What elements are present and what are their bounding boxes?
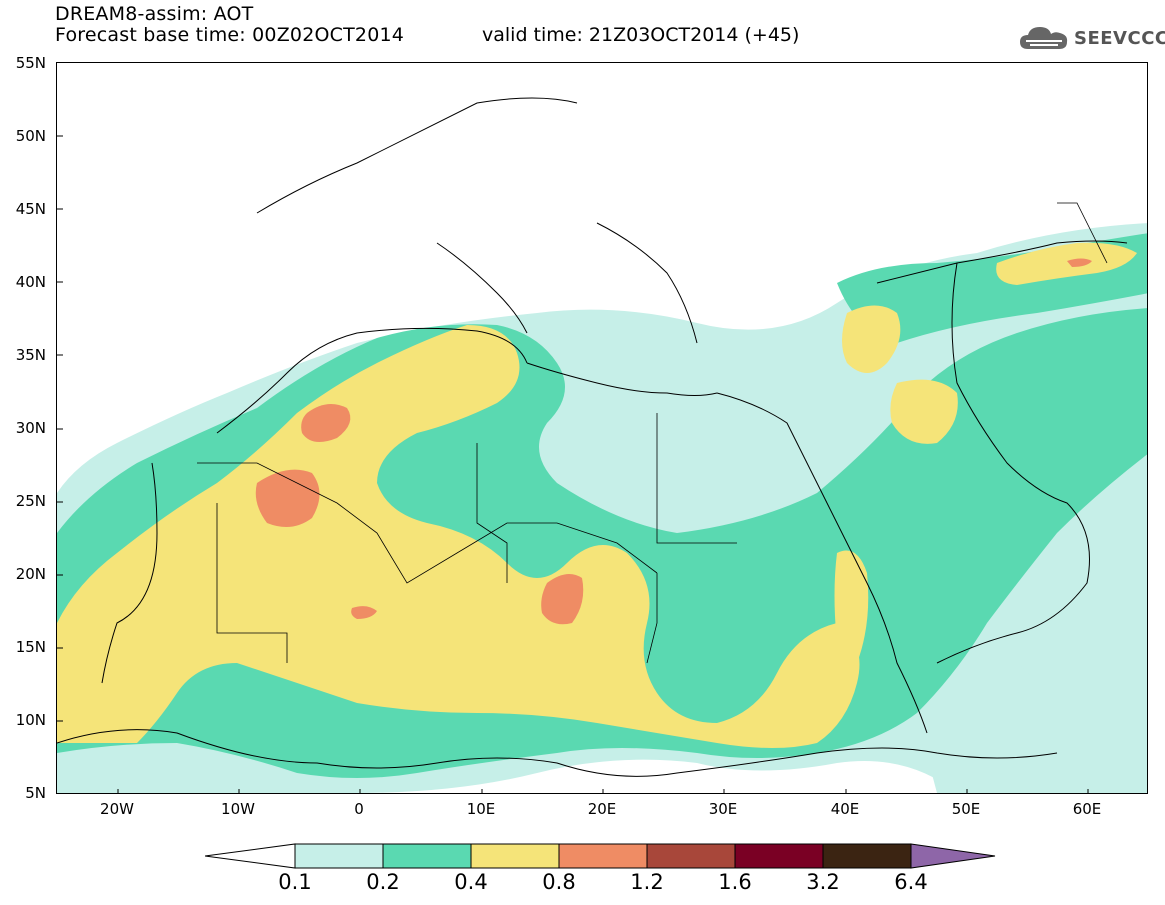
graticule-ticks — [57, 135, 1089, 793]
colorbar-bin — [470, 843, 560, 869]
lat-label: 45N — [15, 200, 46, 218]
lon-label: 20W — [100, 800, 134, 818]
lon-label: 30E — [708, 800, 738, 818]
colorbar-bin — [294, 843, 384, 869]
lat-label: 15N — [15, 638, 46, 656]
aot-contour-0-8 — [255, 258, 1092, 625]
colorbar-tick: 6.4 — [894, 870, 928, 894]
map-canvas — [57, 97, 1147, 793]
lon-label: 40E — [830, 800, 860, 818]
valid-time: valid time: 21Z03OCT2014 (+45) — [482, 24, 800, 46]
colorbar-tick: 0.2 — [366, 870, 400, 894]
product-title: DREAM8-assim: AOT — [55, 3, 254, 25]
lon-label: 50E — [951, 800, 981, 818]
map-header: DREAM8-assim: AOT Forecast base time: 00… — [55, 4, 404, 46]
colorbar-bin — [734, 843, 824, 869]
colorbar-bin — [646, 843, 736, 869]
colorbar-tick: 1.6 — [718, 870, 752, 894]
colorbar — [205, 843, 996, 869]
lat-label: 30N — [15, 419, 46, 437]
lat-label: 50N — [15, 127, 46, 145]
colorbar-tick: 0.8 — [542, 870, 576, 894]
lat-label: 10N — [15, 711, 46, 729]
lon-label: 20E — [587, 800, 617, 818]
lon-label: 10E — [466, 800, 496, 818]
aot-map — [56, 62, 1148, 794]
coastlines — [57, 97, 1128, 777]
lon-label: 10W — [221, 800, 255, 818]
colorbar-tick: 0.1 — [278, 870, 312, 894]
lon-label: 0 — [354, 800, 364, 818]
lat-label: 55N — [15, 54, 46, 72]
colorbar-tick: 0.4 — [454, 870, 488, 894]
seevccc-logo: SEEVCCC — [1018, 22, 1165, 54]
lat-label: 35N — [15, 346, 46, 364]
logo-text: SEEVCCC — [1074, 27, 1165, 49]
cloud-icon — [1020, 27, 1068, 49]
colorbar-tick: 1.2 — [630, 870, 664, 894]
colorbar-bin — [558, 843, 648, 869]
lat-label: 25N — [15, 492, 46, 510]
colorbar-tick: 3.2 — [806, 870, 840, 894]
forecast-base-time: Forecast base time: 00Z02OCT2014 — [55, 24, 405, 46]
lon-label: 60E — [1072, 800, 1102, 818]
colorbar-min-arrow — [205, 843, 296, 869]
colorbar-bin — [382, 843, 472, 869]
country-borders — [197, 202, 1108, 664]
lat-label: 20N — [15, 565, 46, 583]
colorbar-bin — [822, 843, 912, 869]
lat-label: 5N — [25, 784, 46, 802]
aot-contour-0-4 — [57, 242, 1137, 748]
lat-label: 40N — [15, 273, 46, 291]
colorbar-max-arrow — [910, 843, 996, 869]
